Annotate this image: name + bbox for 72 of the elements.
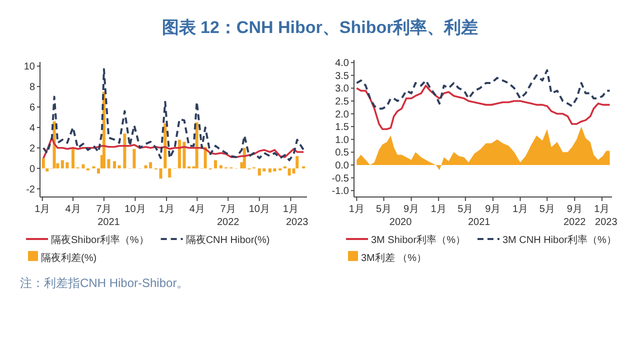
x-tick-label: 5月: [539, 204, 555, 215]
x2-tick-label: 2022: [564, 217, 586, 228]
y-tick-label: 4.0: [335, 58, 350, 70]
y-tick-label: 1.0: [335, 134, 350, 146]
x-tick-label: 5月: [376, 204, 392, 215]
bar: [292, 168, 296, 174]
y-tick-label: 0.0: [335, 160, 350, 172]
bar: [219, 165, 222, 168]
y-tick-label: -1.0: [332, 186, 350, 198]
y-tick-label: 0.5: [335, 148, 350, 159]
bar: [46, 168, 49, 172]
bar: [195, 122, 198, 168]
line-series: [356, 69, 611, 110]
y-tick-label: 1.5: [335, 122, 350, 134]
bar: [242, 148, 246, 168]
x2-tick-label: 2023: [595, 217, 618, 228]
legend-label: 隔夜利差(%): [41, 252, 97, 264]
text: 注：利差指CNH Hibor-Shibor。: [20, 276, 189, 290]
y-tick-label: 6: [29, 102, 36, 114]
x-tick-label: 7月: [220, 204, 236, 215]
x2-tick-label: 2023: [286, 217, 309, 228]
x-tick-label: 10月: [124, 204, 146, 215]
line-series: [356, 84, 611, 130]
x-tick-label: 1月: [34, 204, 50, 215]
x2-tick-label: 2020: [389, 217, 412, 228]
x-tick-label: 1月: [282, 204, 298, 215]
x-tick-label: 7月: [96, 204, 112, 215]
x-tick-label: 1月: [348, 204, 364, 215]
y-tick-label: -0.5: [332, 173, 350, 184]
bar: [288, 168, 291, 176]
x-tick-label: 9月: [485, 204, 501, 215]
bar: [168, 168, 172, 178]
y-tick-label: 3.0: [335, 84, 350, 95]
legend-label: 3M利差 （%）: [361, 252, 427, 264]
bar: [214, 160, 218, 168]
legend-label: 隔夜CNH Hibor(%): [186, 234, 270, 246]
bar: [164, 123, 167, 168]
x-tick-label: 1月: [594, 204, 610, 215]
x2-tick-label: 2021: [98, 217, 120, 228]
x-tick-label: 1月: [430, 204, 446, 215]
line-series: [42, 136, 304, 160]
bar: [71, 148, 74, 168]
legend-label: 3M CNH Hibor利率（%）: [502, 234, 616, 246]
y-tick-label: -2: [26, 184, 36, 196]
y-tick-label: 2.0: [335, 109, 350, 120]
legend-label: 3M Shibor利率（%）: [371, 234, 466, 246]
x-tick-label: 1月: [158, 204, 174, 215]
x-tick-label: 1月: [512, 204, 528, 215]
legend-label: 隔夜Shibor利率（%）: [51, 234, 149, 246]
bar: [296, 156, 299, 168]
line-series: [42, 68, 305, 162]
x-tick-label: 10月: [248, 204, 270, 215]
y-tick-label: 3.5: [335, 70, 350, 82]
bar: [132, 148, 136, 168]
bar: [82, 164, 85, 168]
bar: [123, 134, 126, 168]
x-tick-label: 4月: [65, 204, 81, 215]
y-tick-label: 2.5: [335, 96, 350, 108]
x-tick-label: 9月: [404, 204, 420, 215]
y-tick-label: 4: [29, 122, 36, 134]
bar: [97, 168, 100, 174]
x-tick-label: 5月: [458, 204, 474, 215]
x-tick-label: 9月: [566, 204, 582, 215]
y-tick-label: 8: [29, 82, 36, 94]
chart-title: 图表 12：CNH Hibor、Shibor利率、利差: [162, 18, 478, 37]
x2-tick-label: 2022: [216, 217, 240, 228]
bar: [42, 158, 45, 168]
x-tick-label: 4月: [189, 204, 205, 215]
y-tick-label: 10: [24, 62, 36, 73]
y-tick-label: 2: [29, 143, 36, 154]
x2-tick-label: 2021: [468, 217, 491, 228]
y-tick-label: 0: [29, 164, 36, 175]
